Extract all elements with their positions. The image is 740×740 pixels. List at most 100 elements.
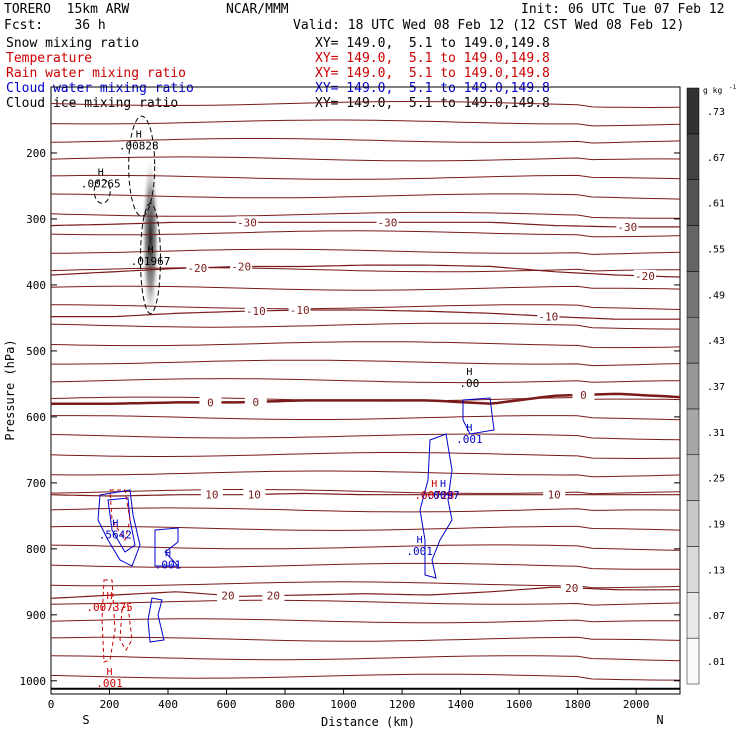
x-tick-label: 1200 xyxy=(389,698,416,711)
cloud-water-contour xyxy=(147,597,165,643)
temperature-isotherm xyxy=(50,452,681,460)
field-xy-snow: XY= 149.0, 5.1 to 149.0,149.8 xyxy=(315,36,550,51)
temperature-isotherm xyxy=(50,507,681,513)
colorbar-label: .13 xyxy=(707,565,725,576)
temperature-contour-label: -30 xyxy=(237,216,257,229)
colorbar-swatch xyxy=(686,133,700,180)
y-tick-label: 600 xyxy=(26,411,46,424)
temperature-isotherm xyxy=(50,304,681,310)
maximum-marker: H xyxy=(98,168,104,179)
cloud-water-contour xyxy=(97,489,141,567)
temperature-isotherm xyxy=(50,618,680,624)
temperature-isotherm xyxy=(50,525,681,531)
contour-label-bg xyxy=(243,488,266,501)
y-tick-label: 1000 xyxy=(20,675,47,688)
temperature-isotherm xyxy=(50,433,681,441)
x-tick-label: 400 xyxy=(158,698,178,711)
colorbar-label: .31 xyxy=(707,428,725,439)
colorbar-label: .67 xyxy=(707,153,725,164)
colorbar-swatch xyxy=(686,592,700,639)
temperature-contour-label: 10 xyxy=(205,489,218,502)
snow-contour xyxy=(128,115,156,217)
field-label-cloud-water: Cloud water mixing ratio xyxy=(6,81,194,96)
colorbar-unit-exponent: -1 xyxy=(729,84,737,91)
temperature-contour-label: 10 xyxy=(548,489,561,502)
maximum-marker: H xyxy=(147,245,153,256)
init-time: Init: 06 UTC Tue 07 Feb 12 xyxy=(521,2,725,17)
maximum-value-label: .00828 xyxy=(119,139,159,152)
temperature-contour-label: -20 xyxy=(231,260,251,273)
maximum-marker: H xyxy=(136,129,142,140)
temperature-isotherm xyxy=(50,489,681,495)
maximum-value-label: .001 xyxy=(406,545,433,558)
cloud-water-contour xyxy=(462,397,495,435)
maximum-value-label: .00 xyxy=(459,377,479,390)
colorbar-swatch xyxy=(686,362,700,410)
temperature-isotherm xyxy=(50,599,681,606)
y-tick-label: 200 xyxy=(26,147,46,160)
snow-contour xyxy=(93,178,111,204)
temperature-contour-label: -30 xyxy=(378,216,398,229)
temperature-contour xyxy=(50,264,681,278)
contour-label-bg xyxy=(186,261,209,274)
temperature-isotherm xyxy=(50,378,681,384)
temperature-contour-label: -20 xyxy=(187,262,207,275)
contour-label-bg xyxy=(288,304,311,317)
model-title: TORERO 15km ARW xyxy=(4,2,130,17)
x-tick-label: 1400 xyxy=(447,698,474,711)
contour-label-bg xyxy=(572,388,595,401)
field-label-rain: Rain water mixing ratio xyxy=(6,66,187,81)
temperature-isotherm xyxy=(50,285,681,291)
colorbar-label: .19 xyxy=(707,520,725,531)
contour-label-bg xyxy=(543,488,566,501)
temperature-isotherm xyxy=(50,193,681,200)
colorbar-swatch xyxy=(686,637,700,685)
colorbar-swatch xyxy=(686,500,700,547)
colorbar-label: .61 xyxy=(707,199,725,210)
x-tick-label: 1600 xyxy=(506,698,533,711)
temperature-isotherm xyxy=(50,138,681,144)
contour-label-bg xyxy=(616,220,639,233)
temperature-contour-label: 10 xyxy=(248,488,261,501)
colorbar-swatch xyxy=(686,271,700,318)
y-tick-label: 500 xyxy=(26,345,46,358)
y-axis-label: Pressure (hPa) xyxy=(3,339,17,440)
y-tick-label: 400 xyxy=(26,279,46,292)
temperature-contour-label: -10 xyxy=(290,304,310,317)
temperature-contour-label: 20 xyxy=(565,582,578,595)
colorbar-label: .43 xyxy=(707,336,725,347)
temperature-contour-label: 0 xyxy=(580,389,587,402)
contour-label-bg xyxy=(537,310,560,323)
temperature-contour-label: -10 xyxy=(246,305,266,318)
maximum-value-label: .001 xyxy=(155,558,182,571)
colorbar-label: .01 xyxy=(707,657,725,668)
temperature-contour xyxy=(50,221,680,228)
x-end-label-right: N xyxy=(656,713,663,727)
temperature-isotherm xyxy=(50,211,680,219)
temperature-contour-label: -30 xyxy=(617,221,637,234)
rain-water-contour xyxy=(101,579,116,663)
cloud-water-contour xyxy=(107,497,136,553)
maximum-value-label: .001 xyxy=(96,677,123,690)
colorbar-label: .73 xyxy=(707,107,725,118)
temperature-contour-label: 20 xyxy=(267,590,280,603)
colorbar-label: .55 xyxy=(707,244,725,255)
x-tick-label: 1800 xyxy=(564,698,591,711)
maximum-value-label: .007375 xyxy=(86,601,132,614)
temperature-isotherm xyxy=(50,174,681,180)
maximum-marker: H xyxy=(165,548,171,559)
temperature-contour xyxy=(50,492,680,497)
colorbar-swatch xyxy=(686,408,700,456)
temperature-contour xyxy=(50,586,680,599)
temperature-isotherm xyxy=(50,581,681,589)
cloud-water-contour xyxy=(419,433,453,579)
x-tick-label: 600 xyxy=(217,698,237,711)
temperature-isotherm xyxy=(51,248,681,255)
x-axis-label: Distance (km) xyxy=(321,715,415,729)
temperature-isotherm xyxy=(50,470,681,478)
maximum-value-label: .5642 xyxy=(99,529,132,542)
temperature-contour-label: -20 xyxy=(635,270,655,283)
temperature-isotherm xyxy=(50,156,681,162)
temperature-isotherm xyxy=(50,341,681,349)
temperature-isotherm xyxy=(50,101,681,109)
